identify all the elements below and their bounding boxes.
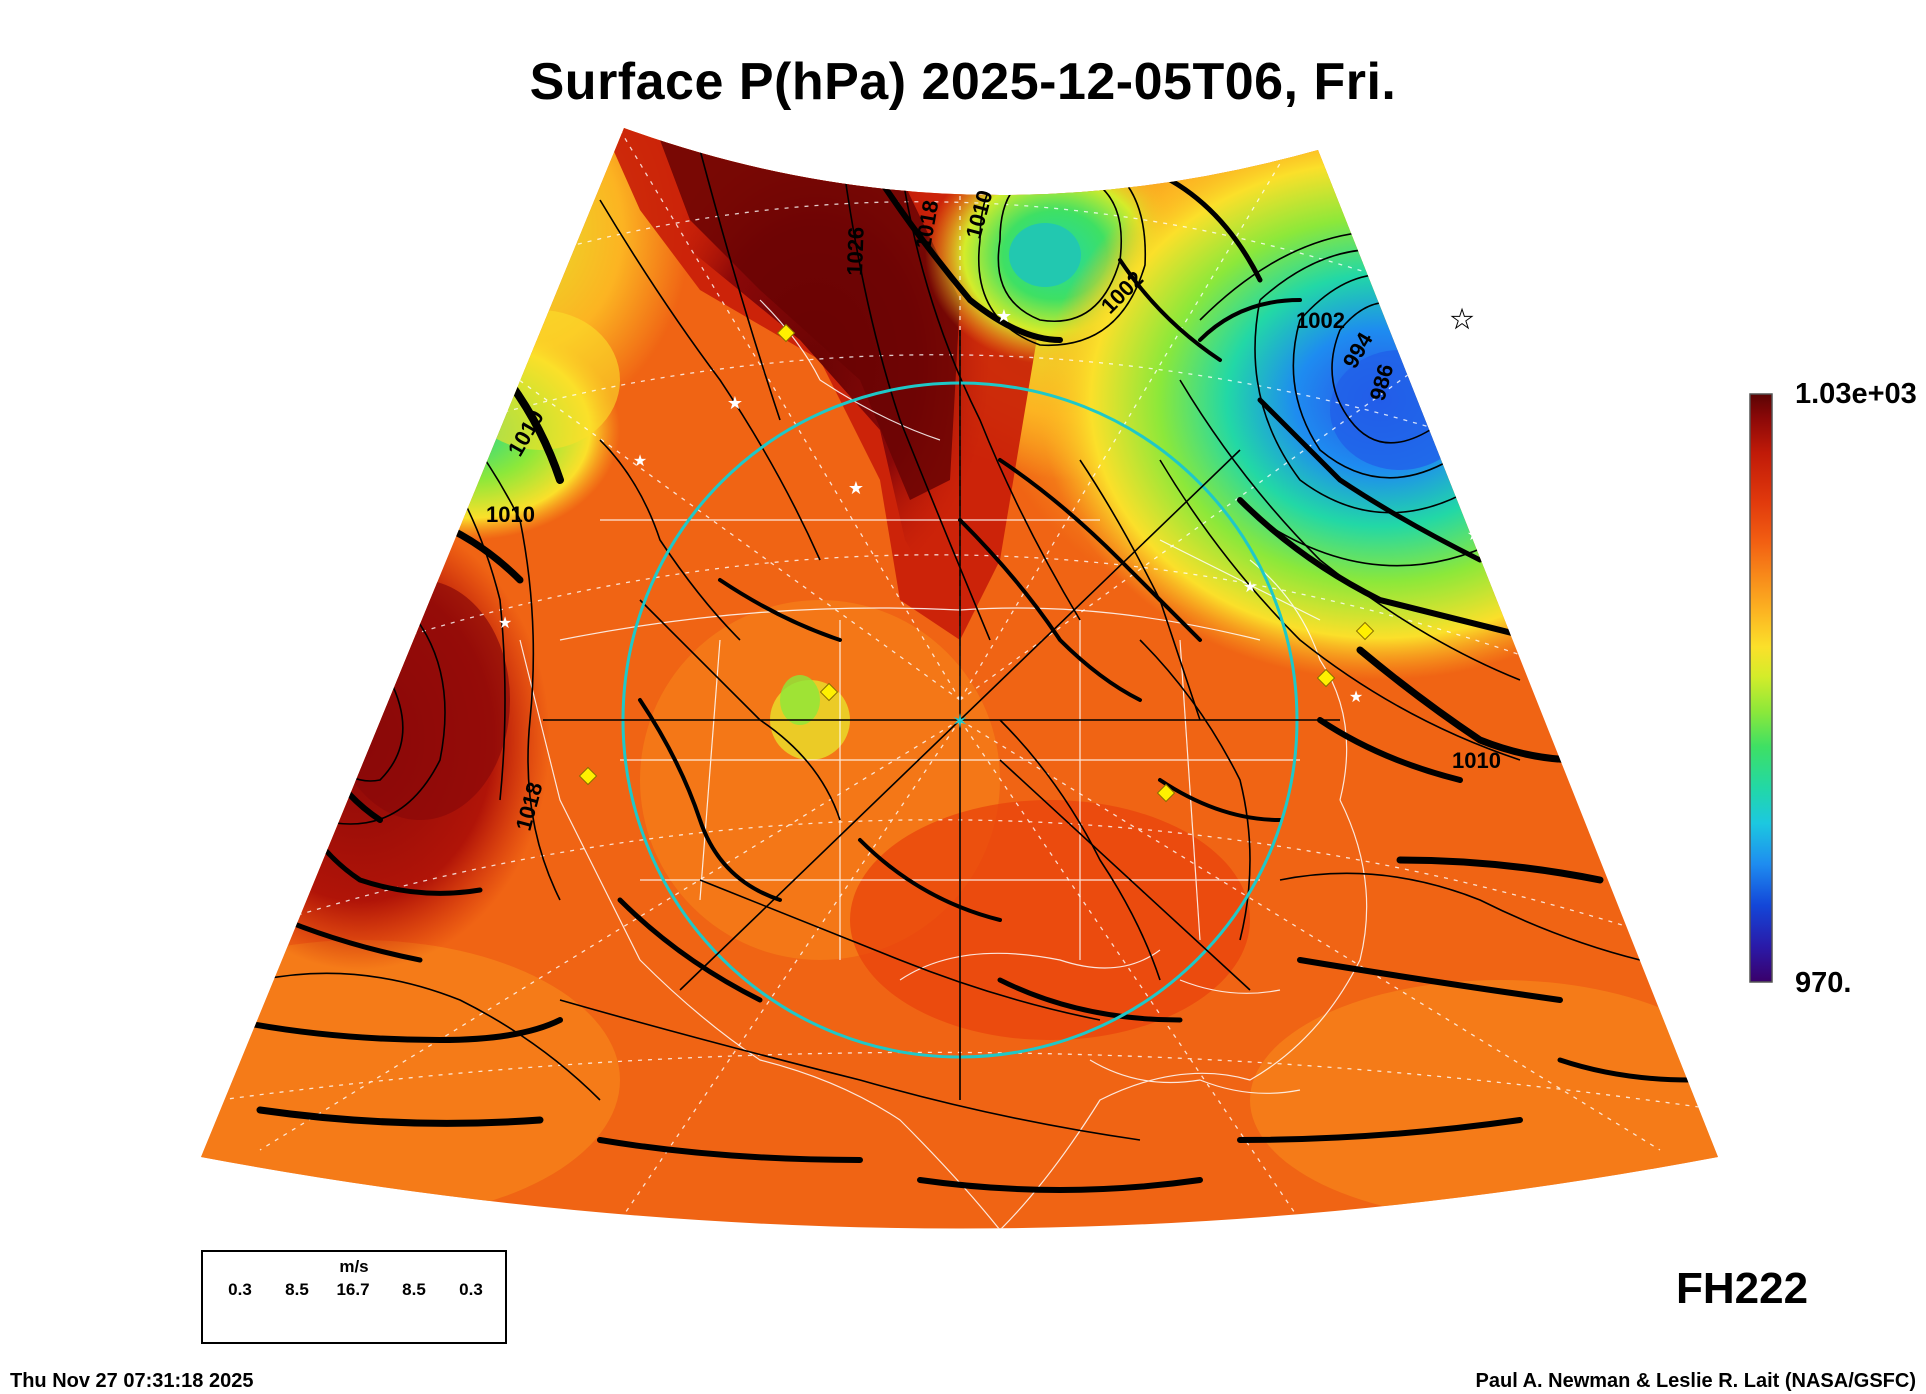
page-title: Surface P(hPa) 2025-12-05T06, Fri. [529,53,1397,111]
range-ring-group: ✶ [543,330,1340,1100]
isobar-label: 1002 [1296,308,1345,333]
graticule [219,129,1718,1229]
isobar-label: 1010 [486,502,535,527]
station-diamond [1156,783,1176,803]
colorbar [1749,393,1773,983]
credit: Paul A. Newman & Leslie R. Lait (NASA/GS… [1475,1370,1916,1392]
station-star: ★ [498,615,512,632]
wind-legend: m/s 0.3 8.5 16.7 8.5 0.3 [201,1250,507,1344]
station-star: ★ [1349,689,1363,706]
station-markers: ★ ★ ★ ★ ★ ★ ★ ★ ★ [498,304,1481,803]
station-diamond [1316,668,1336,688]
colorbar-gradient [1749,393,1773,983]
axis-diagonal-se [999,759,1251,991]
station-diamond [578,766,598,786]
station-diamond [1355,621,1375,641]
wind-legend-unit: m/s [339,1257,369,1276]
isobar-labels: 1026 1018 1010 1002 1002 994 986 1010 10… [486,188,1501,834]
station-diamond [819,682,839,702]
axis-diagonal-ne [679,449,1241,991]
colorbar-max-label: 1.03e+03 [1795,378,1917,410]
wind-legend-value: 0.3 [459,1280,483,1299]
station-star: ★ [1243,579,1257,596]
wind-legend-value: 16.7 [336,1280,370,1299]
station-star: ★ [633,453,647,470]
colorbar-min-label: 970. [1795,967,1852,999]
isobar-label: 1026 [842,226,869,276]
wind-legend-value: 8.5 [402,1280,426,1299]
forecast-hour: FH222 [1676,1264,1809,1313]
wind-legend-value: 8.5 [285,1280,309,1299]
station-star: ★ [848,478,864,498]
wind-legend-value: 0.3 [228,1280,252,1299]
station-star: ★ [996,306,1012,326]
station-star: ★ [1467,527,1481,544]
station-star: ★ [727,393,743,413]
center-marker: ✶ [952,711,969,733]
timestamp: Thu Nov 27 07:31:18 2025 [10,1370,254,1392]
isobar-label: 1010 [1452,748,1501,773]
station-diamond [776,323,796,343]
coastlines [519,299,1368,1229]
station-star-outline: ★ [1450,304,1473,334]
